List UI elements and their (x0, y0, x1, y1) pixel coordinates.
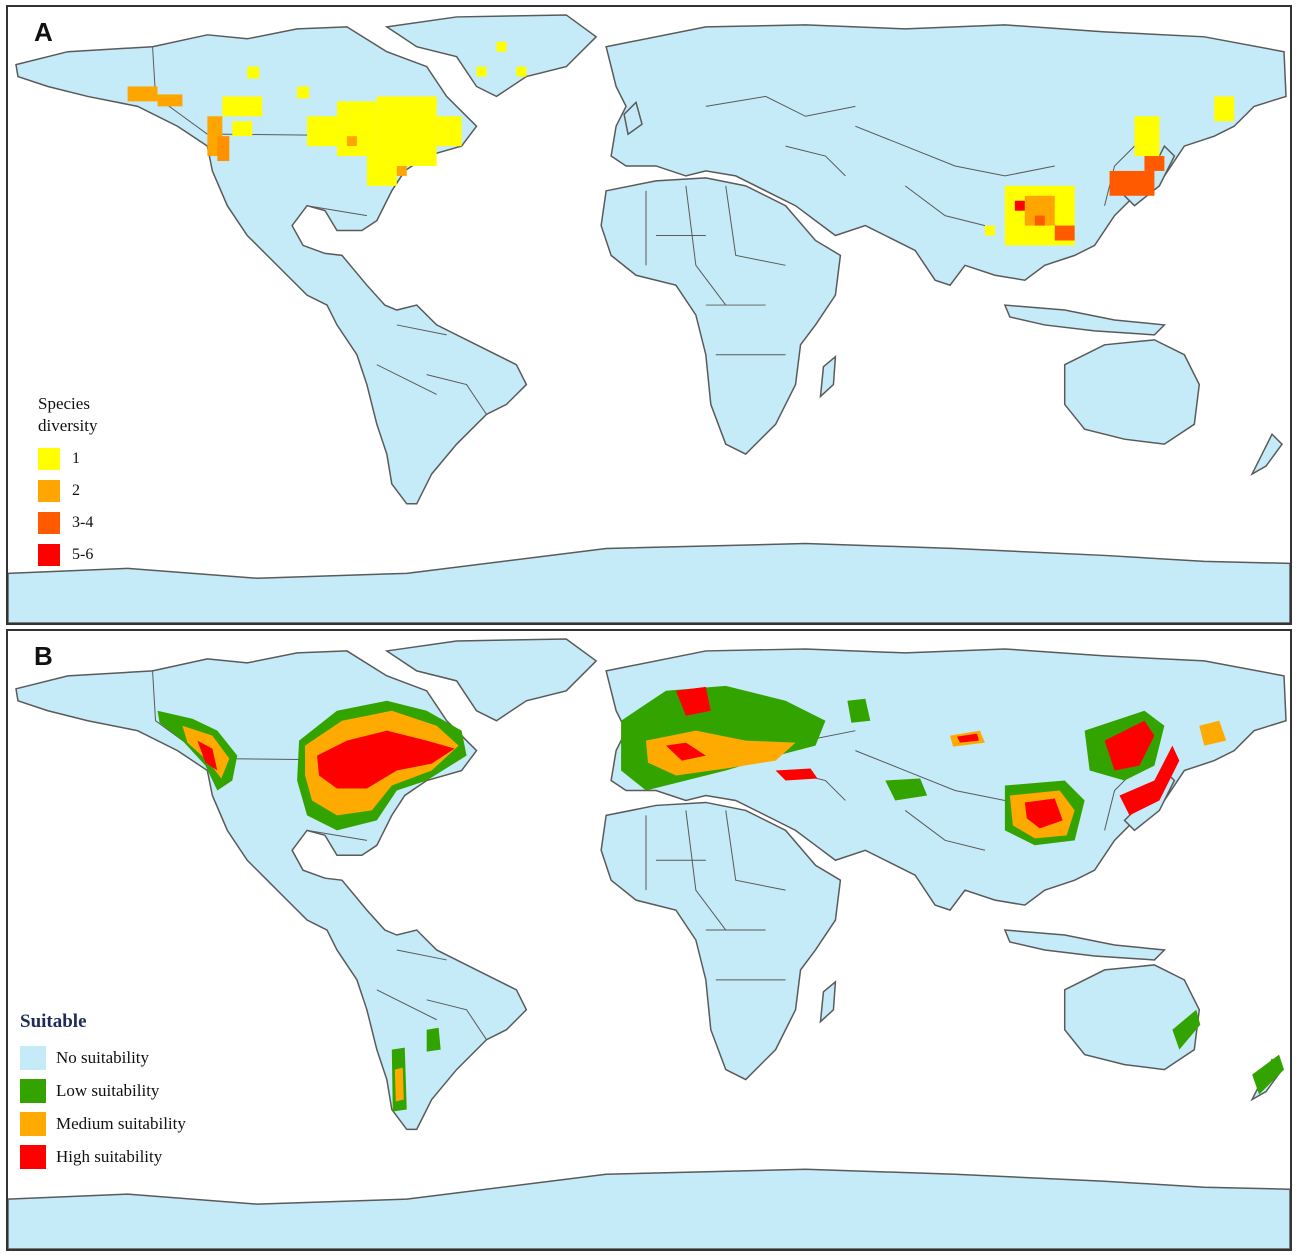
legend-label-2: 2 (72, 482, 80, 499)
legend-label-low-suitability: Low suitability (56, 1080, 160, 1100)
uk (623, 100, 643, 136)
legend-item-medium-suitability: Medium suitability (20, 1107, 186, 1140)
suitability-areas (157, 685, 1285, 1112)
legend-swatch-5-6 (38, 544, 60, 566)
map-panel-a: A Species diversity 1 2 3-4 5-6 (6, 5, 1292, 625)
legend-label-1: 1 (72, 450, 80, 467)
landmasses-a (8, 14, 1290, 623)
species-diversity-legend: Species diversity 1 2 3-4 5-6 (38, 393, 98, 571)
country-borders-a (152, 46, 1135, 415)
legend-title-line2: diversity (38, 416, 98, 435)
legend-label-3-4: 3-4 (72, 514, 94, 531)
madagascar (819, 355, 837, 399)
madagascar (819, 980, 837, 1024)
greenland (384, 638, 598, 722)
map-panel-b: B Suitable No suitability Low suitabilit… (6, 629, 1292, 1251)
world-map-b (8, 638, 1290, 1249)
legend-item-5-6: 5-6 (38, 539, 98, 571)
suitability-legend: Suitable No suitability Low suitability … (20, 1011, 186, 1173)
antarctica (8, 1168, 1290, 1249)
legend-swatch-1 (38, 448, 60, 470)
panel-label-a: A (34, 17, 53, 47)
legend-item-1: 1 (38, 443, 98, 475)
legend-swatch-2 (38, 480, 60, 502)
antarctica (8, 542, 1290, 623)
new-zealand (1250, 432, 1284, 476)
indonesia (1003, 304, 1167, 336)
legend-swatch-3-4 (38, 512, 60, 534)
legend-label-no-suitability: No suitability (56, 1047, 150, 1067)
legend-swatch-high-suitability (20, 1144, 46, 1169)
legend-item-2: 2 (38, 475, 98, 507)
legend-title-suitable: Suitable (20, 1011, 87, 1032)
legend-swatch-low-suitability (20, 1078, 46, 1103)
legend-label-medium-suitability: Medium suitability (56, 1113, 186, 1133)
legend-item-no-suitability: No suitability (20, 1041, 186, 1074)
indonesia (1003, 929, 1167, 961)
legend-label-5-6: 5-6 (72, 546, 94, 563)
australia (1063, 339, 1201, 445)
legend-swatch-medium-suitability (20, 1111, 46, 1136)
species-diversity-cells (127, 41, 1235, 246)
australia (1063, 964, 1201, 1071)
legend-item-3-4: 3-4 (38, 507, 98, 539)
world-map-a (8, 14, 1290, 623)
africa (600, 177, 842, 456)
legend-item-low-suitability: Low suitability (20, 1074, 186, 1107)
legend-item-high-suitability: High suitability (20, 1140, 186, 1173)
panel-label-b: B (34, 641, 53, 671)
eurasia (605, 24, 1287, 287)
legend-swatch-no-suitability (20, 1045, 46, 1070)
africa (600, 801, 842, 1081)
legend-title-line1: Species (38, 394, 90, 413)
legend-label-high-suitability: High suitability (56, 1146, 163, 1166)
